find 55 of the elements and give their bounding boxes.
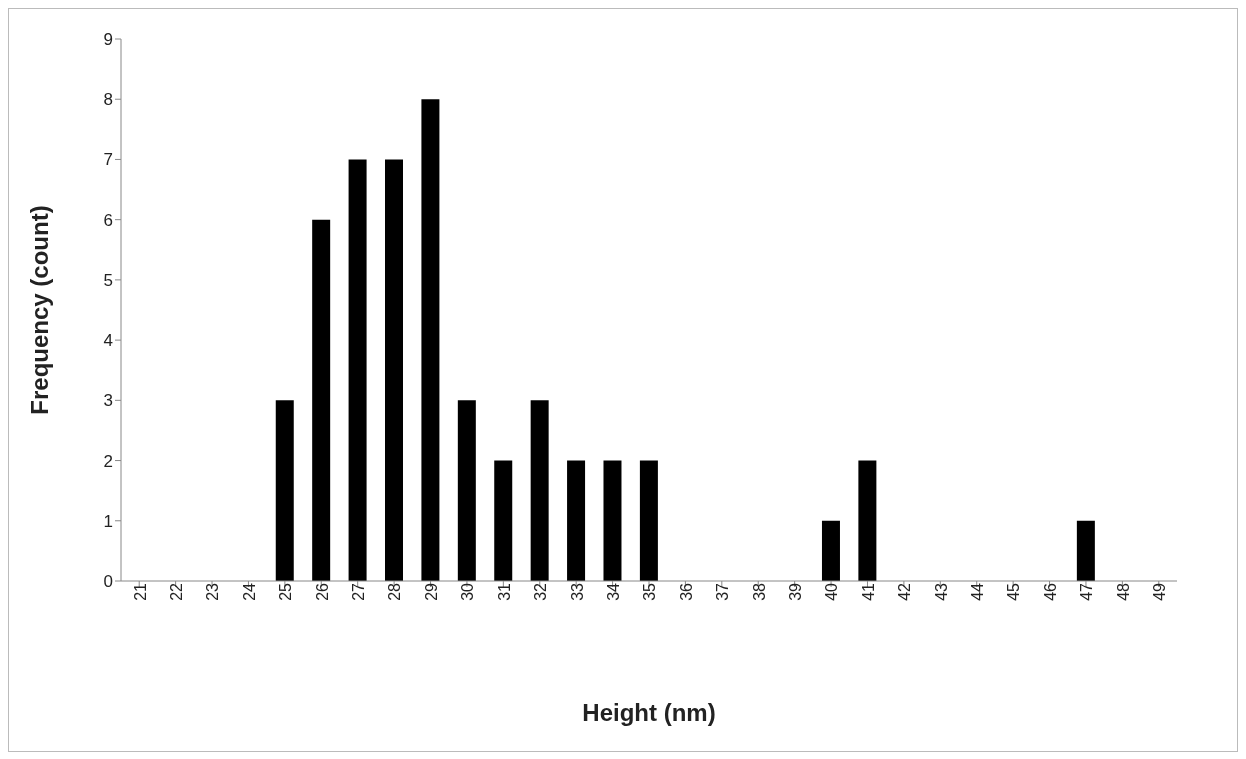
- x-tick-label: 26: [313, 582, 331, 601]
- bar: [603, 460, 622, 581]
- x-tick-label: 39: [787, 582, 805, 601]
- x-tick-label: 36: [677, 582, 695, 601]
- x-tick-label: 23: [204, 582, 222, 601]
- x-tick-label: 25: [277, 582, 295, 601]
- x-tick-label: 30: [459, 582, 477, 601]
- bar: [385, 159, 403, 581]
- x-tick-label: 29: [422, 582, 440, 601]
- x-tick-label: 41: [859, 582, 877, 601]
- bar: [312, 219, 331, 581]
- x-tick-label: 21: [131, 582, 149, 601]
- y-tick-label: 0: [103, 572, 113, 592]
- x-tick-label: 35: [641, 582, 659, 601]
- x-tick-label: 48: [1114, 582, 1132, 601]
- y-tick-label: 5: [103, 270, 113, 290]
- x-tick-label: 28: [386, 582, 404, 601]
- y-tick-label: 2: [103, 451, 113, 471]
- bar: [639, 460, 658, 581]
- bar: [421, 99, 440, 581]
- bar: [1076, 520, 1095, 581]
- x-tick-label: 47: [1078, 582, 1096, 601]
- x-tick-label: 31: [495, 582, 513, 601]
- y-tick-label: 7: [103, 150, 113, 170]
- x-tick-label: 27: [350, 582, 368, 601]
- bar: [457, 400, 476, 581]
- y-tick-label: 1: [103, 511, 113, 531]
- x-tick-label: 37: [714, 582, 732, 601]
- y-tick-label: 4: [103, 331, 113, 351]
- y-axis-title: Frequency (count): [25, 205, 53, 415]
- bar: [275, 400, 294, 581]
- y-tick-label: 6: [103, 210, 113, 230]
- bar: [348, 159, 367, 581]
- y-tick-label: 3: [103, 391, 113, 411]
- x-tick-label: 42: [896, 582, 914, 601]
- x-tick-label: 49: [1151, 582, 1169, 601]
- y-tick-label: 9: [103, 30, 113, 50]
- x-tick-label: 44: [969, 582, 987, 601]
- x-tick-label: 46: [1041, 582, 1059, 601]
- x-tick-label: 22: [167, 582, 185, 601]
- bar: [858, 460, 877, 581]
- x-tick-label: 45: [1005, 582, 1023, 601]
- x-tick-label: 33: [568, 582, 586, 601]
- x-tick-label: 38: [750, 582, 768, 601]
- x-tick-label: 24: [240, 582, 258, 601]
- x-tick-label: 43: [932, 582, 950, 601]
- x-axis-title: Height (nm): [582, 699, 716, 726]
- x-tick-label: 32: [532, 582, 550, 601]
- bar: [567, 460, 586, 581]
- bar: [821, 520, 840, 581]
- x-tick-label: 34: [604, 582, 622, 601]
- bar: [494, 460, 513, 581]
- x-tick-label: 40: [823, 582, 841, 601]
- bar: [530, 400, 549, 581]
- y-tick-label: 8: [103, 90, 113, 110]
